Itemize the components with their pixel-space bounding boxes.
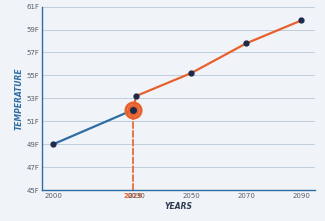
Y-axis label: TEMPERATURE: TEMPERATURE [15, 67, 24, 130]
X-axis label: YEARS: YEARS [165, 202, 193, 211]
